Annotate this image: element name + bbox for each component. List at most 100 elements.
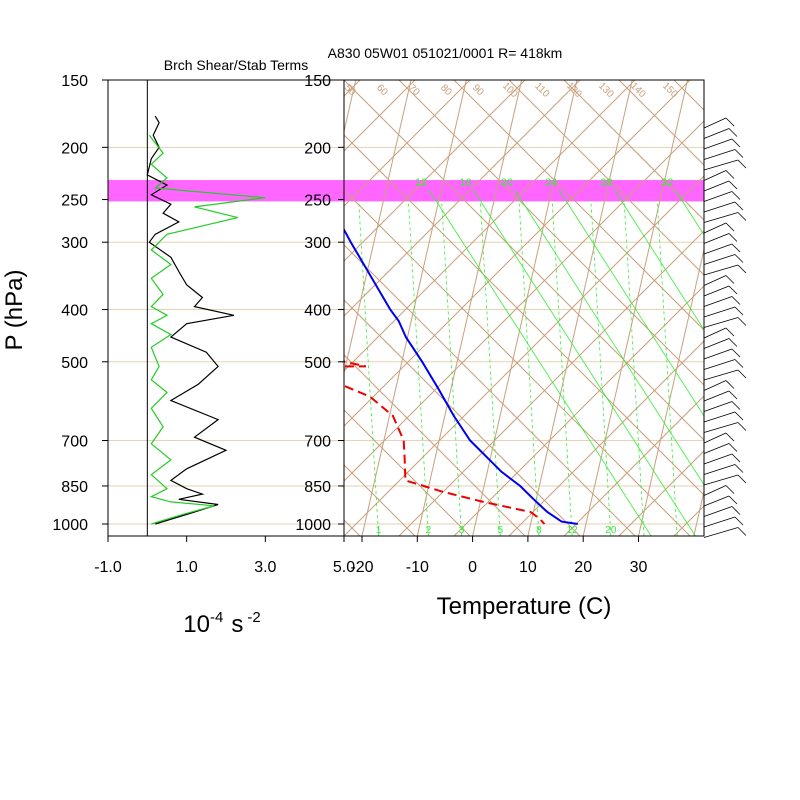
dewpoint-profile-line	[344, 360, 546, 525]
wind-barb	[703, 327, 727, 339]
wind-barb	[703, 212, 739, 223]
wind-barb-feather	[725, 117, 735, 127]
wind-barb-feather	[731, 296, 741, 305]
mixing-ratio-line	[551, 199, 573, 536]
dry-adiabat-line	[344, 80, 704, 441]
left-series-group	[146, 115, 266, 525]
wind-barb-feather	[728, 338, 738, 347]
wind-barb	[703, 285, 730, 297]
top-skew-label: 90	[470, 82, 486, 98]
pressure-tick-label: 200	[304, 140, 331, 157]
wind-barb	[703, 495, 730, 507]
wind-barb	[703, 317, 739, 328]
wind-barb-feather	[737, 264, 747, 274]
right-plot-frame	[343, 79, 705, 537]
bottom-line-label: 8	[536, 525, 542, 536]
wind-barb	[703, 243, 733, 255]
top-skew-label: 100	[500, 80, 520, 100]
isotherm-line	[0, 80, 195, 536]
isotherm-line	[344, 80, 526, 262]
unit-base: 10	[183, 611, 210, 638]
wind-barb-feather	[737, 212, 747, 221]
unit-exponent-1: -4	[210, 609, 223, 626]
wind-barb-feather	[725, 275, 735, 284]
isotherm-line	[582, 80, 689, 536]
wind-barb	[703, 117, 727, 129]
isotherm-line	[563, 395, 704, 536]
pressure-tick-label: 300	[304, 235, 331, 252]
temperature-tick-label: -10	[406, 559, 429, 576]
pressure-tick-label: 850	[304, 479, 331, 496]
bottom-line-label: 3	[459, 525, 465, 536]
mixing-ratio-label: 32	[661, 177, 673, 189]
top-skew-label: 80	[438, 82, 454, 98]
stability-line	[148, 134, 266, 525]
dry-adiabat-line	[344, 189, 691, 536]
mixing-ratio-line	[590, 199, 612, 536]
wind-barb	[703, 254, 736, 265]
wind-barb	[703, 296, 733, 307]
mixing-ratio-label: 28	[600, 177, 612, 189]
wind-barb-feather	[725, 380, 735, 389]
isotherm-line	[141, 80, 245, 536]
wind-barb-feather	[734, 306, 744, 316]
temperature-tick-label: 0	[468, 559, 477, 576]
bottom-line-label: 12	[567, 525, 579, 536]
wind-barb-feather	[731, 401, 741, 410]
wind-barb	[703, 411, 736, 423]
bottom-line-label: 2	[426, 525, 432, 536]
top-skew-label: 130	[596, 80, 616, 100]
wind-barb-feather	[725, 485, 735, 494]
moist-adiabat-line	[428, 189, 652, 536]
dry-adiabat-line	[729, 80, 800, 536]
pressure-tick-label: 400	[304, 303, 331, 320]
wind-barb	[703, 170, 727, 181]
dry-adiabat-line	[0, 80, 305, 536]
unit-symbol: s	[231, 611, 243, 638]
wind-barb-feather	[731, 453, 741, 463]
dry-adiabat-line	[344, 409, 471, 536]
mixing-ratio-line	[358, 199, 379, 536]
pressure-tick-label: 1000	[52, 517, 88, 534]
wind-barb-feather	[728, 233, 738, 242]
wind-barb-feather	[731, 191, 741, 200]
wind-barb-feather	[734, 359, 744, 368]
isotherm-line	[749, 80, 800, 536]
wind-barb-feather	[728, 390, 738, 400]
mixing-ratio-line	[623, 199, 645, 536]
mixing-ratio-labels: 12 16 20 24 28 32	[415, 177, 673, 189]
wind-barb-feather	[728, 495, 738, 505]
dry-adiabat-line	[344, 299, 581, 536]
wind-barb-feather	[731, 506, 741, 515]
dry-adiabat-line	[453, 80, 704, 331]
wind-barb	[703, 201, 736, 213]
sounding-series-group	[344, 227, 578, 525]
moist-adiabat-line	[558, 189, 704, 417]
mixing-ratio-lines	[358, 189, 704, 536]
wind-barb-feather	[737, 422, 747, 431]
pressure-tick-label: 200	[61, 140, 88, 157]
dry-adiabat-line	[508, 80, 704, 276]
wind-barb-feather	[731, 138, 741, 148]
isotherm-line	[618, 450, 704, 536]
skewed-isotherms	[0, 80, 800, 536]
temperature-tick-label: -20	[350, 559, 373, 576]
wind-barb	[703, 138, 733, 150]
top-skew-label: 110	[532, 81, 551, 100]
left-panel-title: Brch Shear/Stab Terms	[164, 57, 308, 73]
dry-adiabat-line	[344, 244, 636, 536]
wind-barb	[703, 233, 730, 244]
dry-adiabat-line	[398, 80, 704, 386]
wind-barb	[703, 180, 730, 192]
skewt-panel: 50 60 70 80 90 100 110 120 130 140 150 12 16 20 24 28 3…	[0, 45, 800, 620]
wind-barb-feather	[728, 285, 738, 295]
isotherm-line	[693, 489, 704, 536]
isotherm-line	[0, 80, 250, 536]
wind-barb-feather	[728, 180, 738, 190]
isotherm-line	[508, 340, 704, 536]
wind-barb	[703, 191, 733, 202]
mixing-ratio-label: 16	[459, 177, 471, 189]
pressure-tick-label: 250	[61, 193, 88, 210]
x-tick-label: -1.0	[94, 559, 122, 576]
